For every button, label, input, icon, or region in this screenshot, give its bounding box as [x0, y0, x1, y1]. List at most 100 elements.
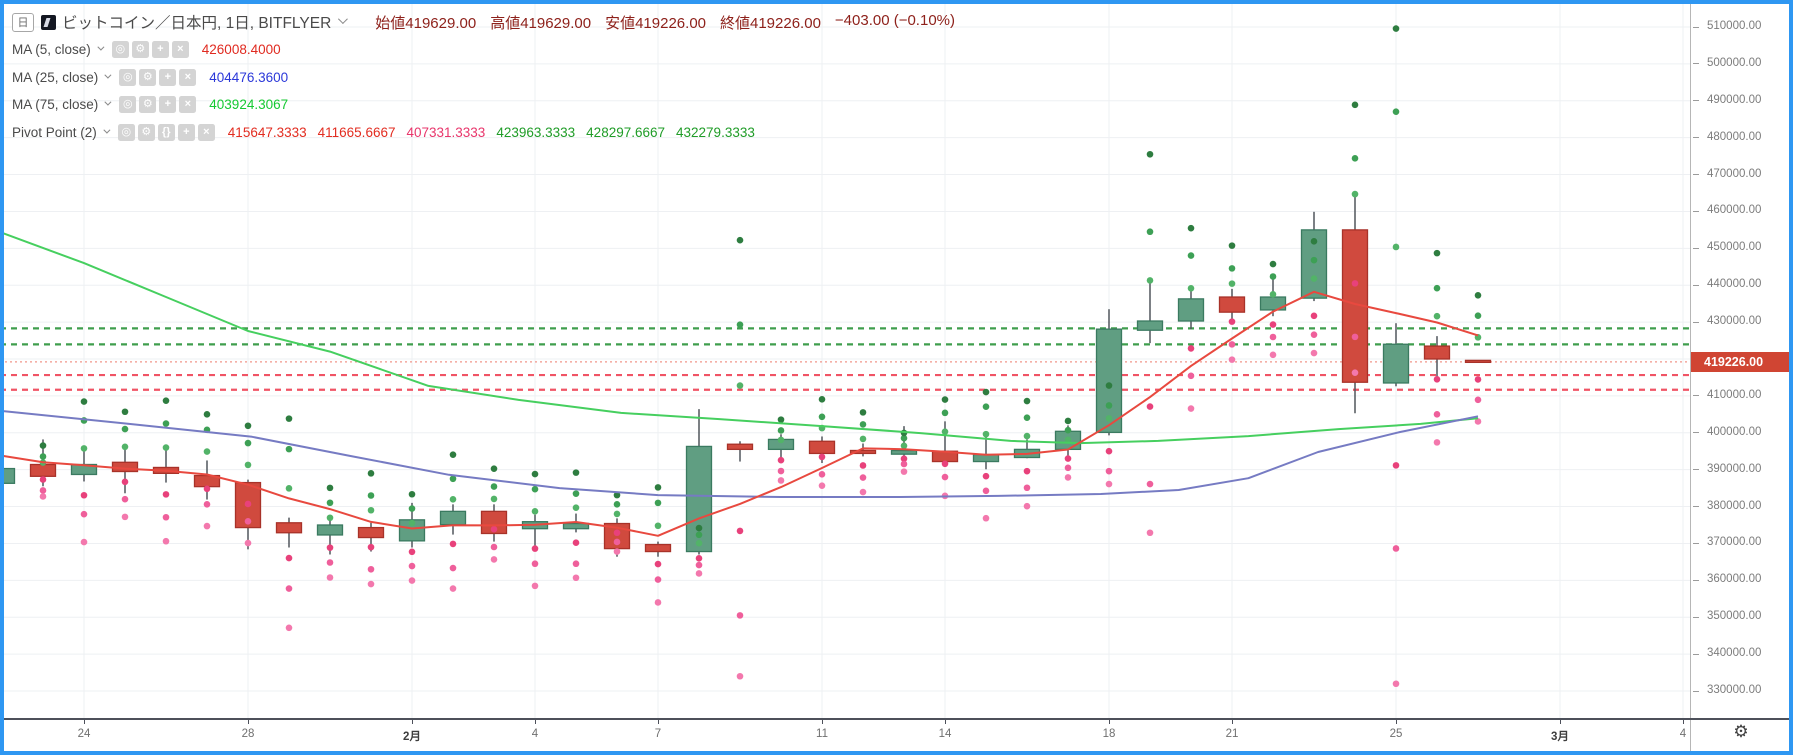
pivot-support-dot: [162, 491, 170, 498]
pivot-support-dot: [1310, 349, 1318, 357]
remove-icon[interactable]: ×: [179, 96, 197, 114]
chevron-down-icon[interactable]: [97, 43, 105, 51]
time-axis[interactable]: 24 28 2月 4 7 11 14 18 21 25 3月 4: [0, 720, 1690, 755]
remove-icon[interactable]: ×: [171, 41, 189, 59]
indicator-label[interactable]: MA (5, close): [12, 42, 91, 58]
time-tick-label: 21: [1225, 728, 1239, 740]
chart-surface[interactable]: [0, 0, 1690, 718]
eye-icon[interactable]: ◎: [119, 96, 137, 114]
price-tick-label: 440000.00: [1707, 278, 1762, 291]
pivot-support-dot: [1310, 312, 1318, 320]
pivot-resistance-dot: [244, 439, 252, 447]
source-code-icon[interactable]: {}: [157, 123, 175, 141]
pivot-resistance-dot: [1351, 155, 1359, 162]
time-tick-label: 18: [1102, 728, 1116, 740]
pivot-resistance-dot: [982, 430, 990, 438]
add-icon[interactable]: +: [177, 123, 195, 141]
pivot-support-dot: [203, 501, 211, 508]
pivot-resistance-dot: [244, 461, 252, 469]
gear-icon[interactable]: ⚙: [1733, 722, 1749, 741]
pivot-support-dot: [162, 537, 170, 545]
price-axis-border: [1690, 0, 1691, 755]
pivot-resistance-dot: [121, 425, 129, 433]
eye-icon[interactable]: ◎: [119, 68, 137, 86]
interval-icon[interactable]: 日: [12, 12, 34, 32]
time-tick-label: 3月: [1551, 731, 1569, 743]
indicator-value: 403924.3067: [209, 97, 289, 113]
indicator-label[interactable]: Pivot Point (2): [12, 124, 97, 140]
pivot-support-dot: [859, 474, 867, 481]
pivot-resistance-dot: [408, 519, 416, 527]
pivot-support-dot: [900, 468, 908, 475]
add-icon[interactable]: +: [151, 41, 169, 59]
chevron-down-icon[interactable]: [104, 98, 112, 106]
pivot-support-dot: [777, 477, 785, 484]
symbol-title[interactable]: ビットコイン／日本円, 1日, BITFLYER: [62, 15, 332, 32]
pivot-support-dot: [1269, 333, 1277, 341]
chevron-down-icon[interactable]: [338, 14, 349, 25]
pivot-resistance-dot: [367, 470, 375, 477]
remove-icon[interactable]: ×: [179, 68, 197, 86]
candle: [357, 526, 385, 539]
price-tick: [1693, 432, 1699, 434]
pivot-support-dot: [613, 548, 621, 555]
pivot-resistance-dot: [1433, 284, 1441, 292]
add-icon[interactable]: +: [159, 68, 177, 86]
settings-gear-icon[interactable]: ⚙: [131, 41, 149, 59]
pivot-support-dot: [39, 487, 47, 494]
settings-gear-icon[interactable]: ⚙: [137, 123, 155, 141]
pivot-support-dot: [1269, 321, 1277, 328]
candle: [1382, 343, 1410, 384]
chevron-down-icon[interactable]: [103, 126, 111, 134]
price-tick: [1693, 469, 1699, 471]
pivot-support-dot: [1392, 545, 1400, 552]
pivot-resistance-dot: [1392, 25, 1400, 32]
pivot-resistance-dot: [695, 524, 703, 532]
candle: [1300, 229, 1328, 299]
indicator-label[interactable]: MA (25, close): [12, 69, 99, 85]
price-tick-label: 450000.00: [1707, 241, 1762, 254]
pivot-support-dot: [1105, 480, 1113, 488]
indicator-row: Pivot Point (2) ◎ ⚙{} + × 415647.3333 411665.6…: [12, 119, 969, 147]
time-tick: [248, 720, 249, 724]
pivot-resistance-dot: [121, 408, 129, 416]
chevron-down-icon[interactable]: [104, 71, 112, 79]
pivot-support-dot: [121, 495, 129, 503]
pivot-resistance-dot: [531, 508, 539, 515]
add-icon[interactable]: +: [159, 96, 177, 114]
pivot-support-dot: [572, 560, 580, 568]
pivot-support-dot: [285, 624, 293, 632]
indicator-row: MA (25, close) ◎ ⚙ + × 404476.3600: [12, 64, 969, 92]
eye-icon[interactable]: ◎: [117, 123, 135, 141]
pivot-support-dot: [859, 488, 867, 496]
indicator-label[interactable]: MA (75, close): [12, 97, 99, 113]
pivot-resistance-dot: [900, 434, 908, 442]
pivot-resistance-dot: [695, 539, 703, 547]
pivot-support-dot: [326, 544, 334, 551]
time-tick-label: 7: [654, 728, 662, 740]
time-tick: [1560, 720, 1561, 724]
last-price-badge: 419226.00: [1691, 351, 1791, 372]
time-tick-label: 2月: [403, 731, 421, 743]
pivot-support-dot: [1023, 467, 1031, 475]
pivot-resistance-dot: [982, 388, 990, 396]
pivot-support-dot: [39, 493, 47, 500]
remove-icon[interactable]: ×: [197, 123, 215, 141]
pivot-resistance-dot: [1392, 108, 1400, 116]
price-tick: [1693, 63, 1699, 65]
ohlc-item: 安値419226.00: [605, 14, 706, 32]
indicator-value: 404476.3600: [209, 69, 289, 85]
eye-icon[interactable]: ◎: [111, 41, 129, 59]
pivot-resistance-dot: [654, 499, 662, 507]
price-tick-label: 340000.00: [1707, 647, 1762, 660]
time-tick: [535, 720, 536, 724]
pivot-support-dot: [39, 476, 47, 483]
pivot-resistance-dot: [326, 484, 334, 492]
time-tick-label: 11: [816, 728, 828, 740]
settings-gear-icon[interactable]: ⚙: [139, 96, 157, 114]
pivot-resistance-dot: [900, 442, 908, 450]
pivot-resistance-dot: [490, 465, 498, 472]
settings-gear-icon[interactable]: ⚙: [139, 68, 157, 86]
pivot-support-dot: [531, 560, 539, 568]
